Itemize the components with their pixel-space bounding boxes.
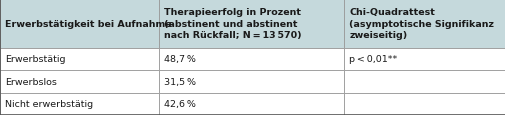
Text: Chi-Quadrattest
(asymptotische Signifikanz
zweiseitig): Chi-Quadrattest (asymptotische Signifika… (348, 8, 493, 40)
Bar (159, 0, 343, 48)
Text: p < 0,01**: p < 0,01** (348, 55, 396, 64)
Text: 48,7 %: 48,7 % (164, 55, 196, 64)
Bar (0, 48, 159, 70)
Bar (159, 93, 343, 115)
Bar (0, 93, 159, 115)
Text: 42,6 %: 42,6 % (164, 99, 196, 108)
Bar (343, 70, 505, 93)
Text: Erwerbstätigkeit bei Aufnahme: Erwerbstätigkeit bei Aufnahme (5, 20, 171, 29)
Text: Therapieerfolg in Prozent
(abstinent und abstinent
nach Rückfall; N = 13 570): Therapieerfolg in Prozent (abstinent und… (164, 8, 301, 40)
Text: 31,5 %: 31,5 % (164, 77, 196, 86)
Bar (343, 0, 505, 48)
Bar (159, 70, 343, 93)
Bar (159, 48, 343, 70)
Bar (343, 93, 505, 115)
Bar (343, 48, 505, 70)
Text: Erwerbslos: Erwerbslos (5, 77, 57, 86)
Text: Erwerbstätig: Erwerbstätig (5, 55, 66, 64)
Bar (0, 70, 159, 93)
Text: Nicht erwerbstätig: Nicht erwerbstätig (5, 99, 93, 108)
Bar (0, 0, 159, 48)
